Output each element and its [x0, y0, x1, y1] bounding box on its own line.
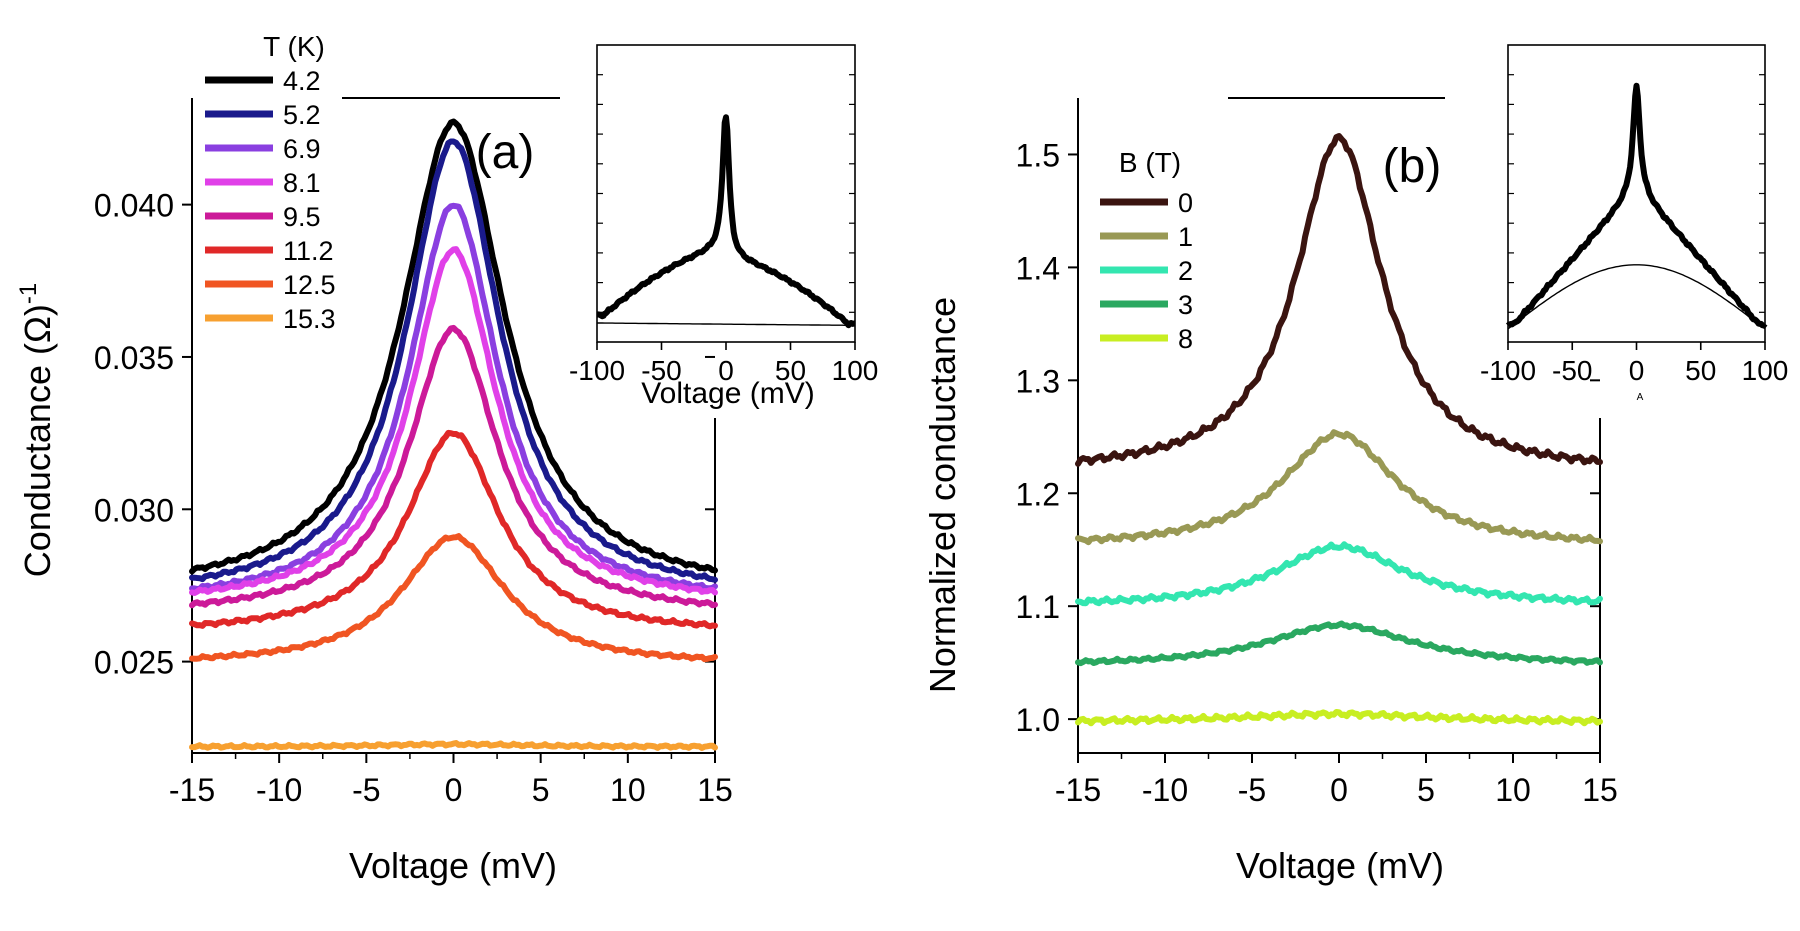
y-axis-label-a-sup: -1 — [15, 283, 42, 304]
a-legend-label: 4.2 — [283, 66, 321, 96]
x-axis-label-b: Voltage (mV) — [1236, 845, 1444, 886]
legend-a-title: T (K) — [263, 31, 325, 62]
b-series-line-0 — [1075, 133, 1603, 467]
a-legend-label: 9.5 — [283, 202, 321, 232]
a-series-line-15_3 — [189, 740, 718, 751]
a-legend-label: 12.5 — [283, 270, 336, 300]
a-series-line-5_2 — [189, 138, 718, 583]
b-legend-label: 3 — [1178, 290, 1193, 320]
panel-a-label: (a) — [476, 126, 535, 179]
b-legend-label: 2 — [1178, 256, 1193, 286]
a-y-tick-label: 0.035 — [94, 340, 174, 376]
a-y-tick-label: 0.040 — [94, 188, 174, 224]
b-series-line-3 — [1075, 620, 1603, 667]
a-y-tick-label: 0.030 — [94, 492, 174, 528]
a-legend-label: 6.9 — [283, 134, 321, 164]
b-legend-label: 0 — [1178, 188, 1193, 218]
b-legend-label: 8 — [1178, 324, 1193, 354]
inset-a-x-tick-label: -50 — [641, 355, 681, 386]
inset-a-x-tick-label: 50 — [775, 355, 806, 386]
a-series-line-8_1 — [189, 246, 718, 596]
inset-a-x-tick-label: 100 — [832, 355, 879, 386]
a-x-tick-label: 10 — [610, 772, 646, 808]
a-legend-label: 11.2 — [283, 236, 334, 266]
a-x-tick-label: -5 — [352, 772, 380, 808]
inset-a-background-line — [597, 322, 856, 327]
b-legend-label: 1 — [1178, 222, 1193, 252]
b-x-tick-label: -5 — [1238, 772, 1266, 808]
inset-plot-area-a: -100 -50 0 50 100 — [569, 44, 879, 386]
y-axis-label-b: Normalized conductance — [922, 297, 963, 693]
a-series-line-6_9 — [189, 202, 718, 592]
inset-b-x-tick-label: 0 — [1629, 355, 1645, 386]
b-x-tick-label: 0 — [1330, 772, 1348, 808]
b-x-tick-label: 5 — [1417, 772, 1435, 808]
legend-a: T (K) 4.2 5.2 6.9 8.1 9.5 11.2 12.5 15.3 — [205, 31, 336, 334]
b-x-tick-label: 15 — [1582, 772, 1618, 808]
inset-b-footnote: A — [1637, 392, 1644, 403]
a-x-tick-label: -15 — [169, 772, 215, 808]
b-x-tick-label: -15 — [1055, 772, 1101, 808]
inset-plot-area-b: -100 -50 0 50 100 — [1480, 44, 1789, 386]
a-x-tick-label: -10 — [256, 772, 302, 808]
inset-b-data-line — [1505, 82, 1768, 329]
plot-area-b: -15 -10 -5 0 5 10 151.01.11.21.31.41.5 — [1016, 97, 1618, 808]
b-y-tick-label: 1.1 — [1016, 589, 1060, 625]
a-x-tick-label: 0 — [445, 772, 463, 808]
inset-b: -100 -50 0 50 100 A — [1480, 44, 1789, 403]
y-axis-label-a: Conductance (Ω)-1 — [15, 283, 58, 577]
a-series-line-11_2 — [189, 429, 718, 630]
inset-b-x-tick-label: -50 — [1552, 355, 1592, 386]
inset-a-data-line — [595, 114, 857, 329]
b-x-tick-label: 10 — [1495, 772, 1531, 808]
y-axis-label-a-text: Conductance (Ω) — [17, 304, 58, 577]
inset-a-x-tick-label: 0 — [718, 355, 734, 386]
a-series-line-4_2 — [189, 118, 718, 575]
b-series-line-2 — [1075, 541, 1603, 607]
inset-a-x-tick-label: -100 — [569, 355, 625, 386]
b-y-tick-label: 1.4 — [1016, 250, 1060, 286]
inset-b-x-tick-label: 100 — [1742, 355, 1789, 386]
b-y-tick-label: 1.3 — [1016, 363, 1060, 399]
inset-a: -100 -50 0 50 100 Voltage (mV) — [569, 44, 879, 410]
a-legend-label: 15.3 — [283, 304, 336, 334]
legend-b: B (T) 0 1 2 3 8 — [1100, 147, 1193, 354]
inset-b-x-tick-label: -100 — [1480, 355, 1536, 386]
a-legend-label: 5.2 — [283, 100, 321, 130]
b-y-tick-label: 1.5 — [1016, 137, 1060, 173]
inset-a-x-axis-label: Voltage (mV) — [641, 377, 814, 410]
a-y-tick-label: 0.025 — [94, 645, 174, 681]
a-series-line-12_5 — [189, 533, 718, 663]
b-y-tick-label: 1.0 — [1016, 702, 1060, 738]
a-x-tick-label: 15 — [697, 772, 733, 808]
inset-b-background-line — [1507, 264, 1766, 330]
a-x-tick-label: 5 — [532, 772, 550, 808]
panel-b: -15 -10 -5 0 5 10 151.01.11.21.31.41.5 (b) Vol… — [922, 97, 1618, 886]
b-y-tick-label: 1.2 — [1016, 476, 1060, 512]
x-axis-label-a: Voltage (mV) — [349, 845, 557, 886]
b-series-line-8 — [1075, 709, 1603, 727]
a-legend-label: 8.1 — [283, 168, 321, 198]
a-series-line-9_5 — [189, 324, 718, 609]
b-x-tick-label: -10 — [1142, 772, 1188, 808]
b-series-line-1 — [1075, 429, 1603, 546]
legend-b-title: B (T) — [1119, 147, 1181, 178]
inset-b-x-tick-label: 50 — [1685, 355, 1716, 386]
panel-b-label: (b) — [1383, 140, 1442, 193]
